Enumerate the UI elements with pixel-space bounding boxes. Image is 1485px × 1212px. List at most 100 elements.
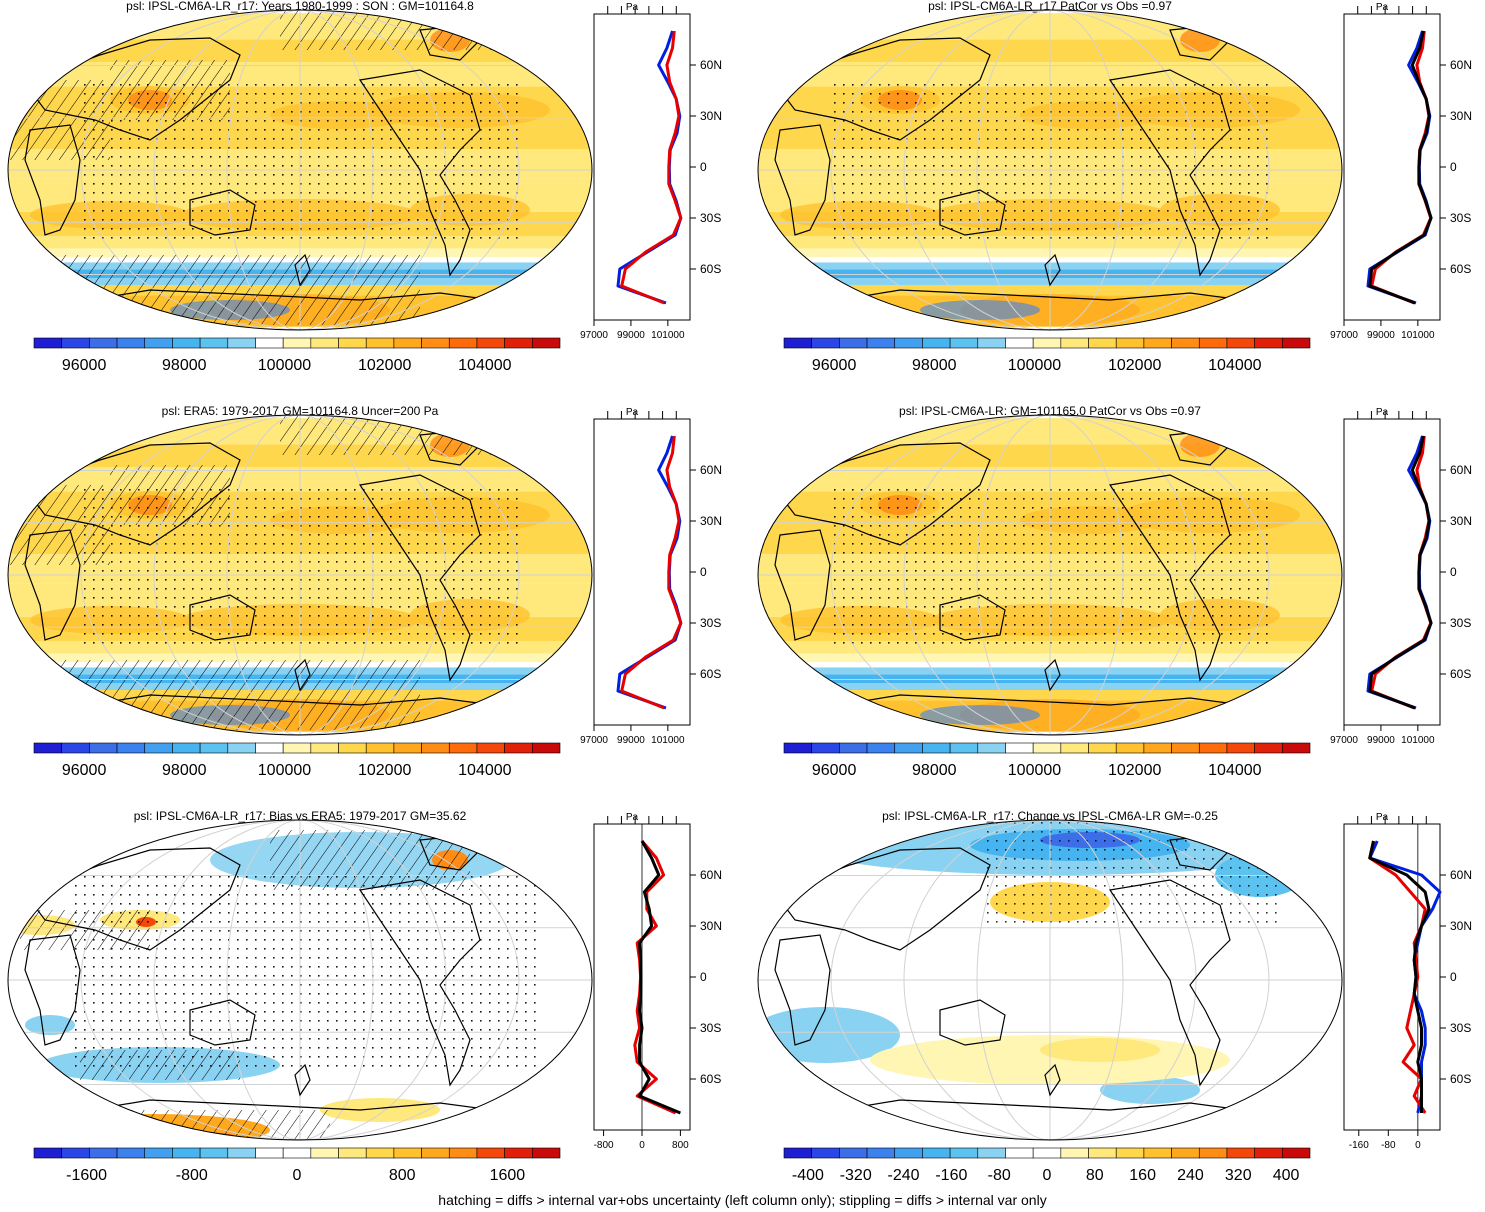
coastline <box>939 999 1006 1046</box>
zonal-lat-label: 60S <box>1450 667 1471 681</box>
coastline <box>1044 1063 1061 1097</box>
coastline <box>1108 69 1231 277</box>
colorbar-swatch <box>144 337 173 349</box>
colorbar-swatch <box>448 1147 478 1159</box>
colorbar-tick-label: 98000 <box>912 762 957 779</box>
coastline <box>24 529 81 641</box>
zonal-lat-label: 60S <box>700 262 721 276</box>
colorbar-swatch <box>421 742 450 754</box>
coastline <box>774 934 831 1046</box>
colorbar: 96000 98000 100000 102000 104000 <box>783 337 1311 374</box>
panel-4: psl: IPSL-CM6A-LR: GM=101165.0 PatCor vs… <box>757 404 1472 779</box>
zonal-x-label: 101000 <box>651 330 685 341</box>
colorbar-swatch <box>894 1147 923 1159</box>
coastline <box>29 442 241 546</box>
zonal-lat-label: 30S <box>1450 1021 1471 1035</box>
colorbar-swatch <box>199 337 229 349</box>
colorbar-swatch <box>866 1147 896 1159</box>
zonal-x-label: 101000 <box>1401 330 1435 341</box>
ensemble-line <box>1368 840 1431 1113</box>
colorbar-swatch <box>172 337 201 349</box>
colorbar-swatch <box>421 337 450 349</box>
graticule <box>758 10 1342 330</box>
map-border <box>757 414 1343 736</box>
colorbar-tick-label: 96000 <box>62 762 107 779</box>
meridian <box>830 10 1270 330</box>
colorbar-swatch <box>504 337 533 349</box>
colorbar-tick-label: 104000 <box>458 357 511 374</box>
zonal-lat-label: 0 <box>700 565 707 579</box>
colorbar-swatch <box>227 1147 256 1159</box>
meridian <box>903 10 1197 330</box>
colorbar-swatch <box>33 742 62 754</box>
colorbar-tick-label: 98000 <box>912 357 957 374</box>
zonal-unit: Pa <box>626 2 639 13</box>
zonal-x-label: 97000 <box>580 735 608 746</box>
colorbar-tick-label: 1600 <box>490 1167 526 1184</box>
zonal-lat-label: 30N <box>1450 109 1472 123</box>
colorbar-swatch <box>1143 1147 1172 1159</box>
meridian <box>830 820 1270 1140</box>
colorbar-swatch <box>894 337 923 349</box>
colorbar-swatch <box>783 742 812 754</box>
colorbar-swatch <box>365 742 395 754</box>
hatching <box>80 1050 240 1080</box>
coastline <box>1044 253 1061 287</box>
colorbar-swatch <box>89 337 118 349</box>
greenland-high <box>1180 28 1220 52</box>
neg-change-southern <box>758 1007 900 1063</box>
zonal-mean-plot: Pa 60N 30N 0 30S 60S 97000 99000 101000 <box>1330 2 1472 341</box>
colorbar-swatch <box>532 1147 561 1159</box>
hatching <box>280 10 520 50</box>
ensemble-line <box>1368 30 1433 305</box>
colorbar-tick-label: 0 <box>293 1167 302 1184</box>
colorbar-swatch <box>1032 337 1062 349</box>
colorbar-swatch <box>977 742 1006 754</box>
colorbar-swatch <box>1226 1147 1255 1159</box>
coastlines <box>774 834 1283 1140</box>
colorbar-tick-label: 102000 <box>1108 762 1161 779</box>
meridian <box>903 820 1197 1140</box>
zonal-x-label: 99000 <box>617 735 645 746</box>
coastline <box>939 189 1006 236</box>
colorbar-tick-label: 96000 <box>812 762 857 779</box>
colorbar-tick-label: 800 <box>389 1167 416 1184</box>
colorbar-tick-label: 98000 <box>162 762 207 779</box>
colorbar-tick-label: 100000 <box>1008 357 1061 374</box>
colorbar-swatch <box>922 742 951 754</box>
colorbar-swatch <box>1115 1147 1145 1159</box>
colorbar-swatch <box>839 742 868 754</box>
colorbar-swatch <box>1005 742 1034 754</box>
zonal-lat-label: 30S <box>700 211 721 225</box>
zonal-x-label: 101000 <box>1401 735 1435 746</box>
colorbar-swatch <box>365 337 395 349</box>
colorbar-tick-label: -320 <box>840 1167 872 1184</box>
colorbar-swatch <box>255 742 284 754</box>
model-line <box>620 30 683 305</box>
meridian <box>80 820 520 1140</box>
meridian <box>153 10 447 330</box>
colorbar-swatch <box>1088 1147 1117 1159</box>
map-fill <box>8 820 592 1140</box>
colorbar-swatch <box>282 337 312 349</box>
colorbar-swatch <box>448 337 478 349</box>
zonal-lat-label: 60S <box>1450 262 1471 276</box>
colorbar-swatch <box>365 1147 395 1159</box>
model-line <box>1368 840 1427 1114</box>
colorbar-swatch <box>977 337 1006 349</box>
zonal-lat-label: 60S <box>700 1072 721 1086</box>
colorbar-swatch <box>1171 742 1200 754</box>
coastline <box>57 694 533 735</box>
zonal-frame <box>1343 418 1441 726</box>
zonal-lat-label: 60S <box>1450 1072 1471 1086</box>
colorbar-swatch <box>1032 742 1062 754</box>
colorbar-swatch <box>61 742 90 754</box>
graticule <box>758 820 1342 1140</box>
zonal-x-label: -80 <box>1381 1140 1396 1151</box>
colorbar-swatch <box>949 1147 979 1159</box>
colorbar-tick-label: 102000 <box>1108 357 1161 374</box>
zonal-x-label: 97000 <box>1330 330 1358 341</box>
colorbar-swatch <box>1088 742 1117 754</box>
zonal-lat-label: 0 <box>700 160 707 174</box>
